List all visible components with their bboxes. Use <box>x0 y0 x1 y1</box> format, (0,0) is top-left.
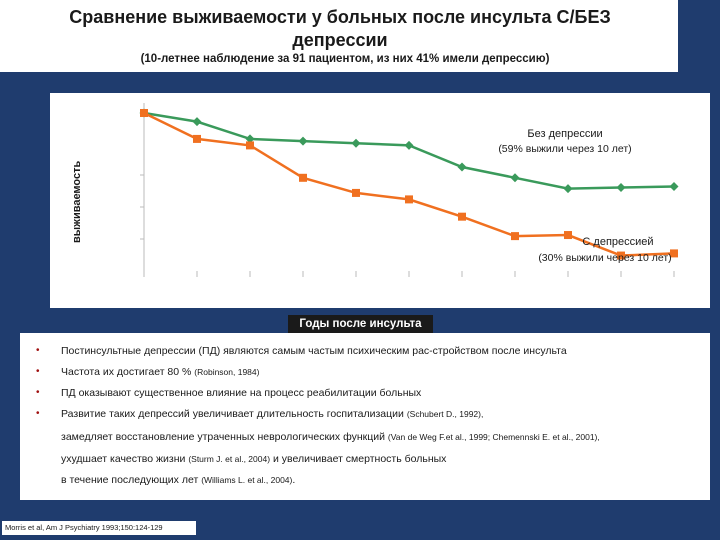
data-point <box>457 162 467 172</box>
data-point <box>458 212 466 221</box>
data-point <box>351 138 361 148</box>
data-point <box>670 249 678 258</box>
continuation-text: в течение последующих лет <box>61 474 202 486</box>
data-point <box>563 184 573 194</box>
x-axis-label: Годы после инсульта <box>288 315 433 333</box>
bullet-ref: (Robinson, 1984) <box>194 367 260 377</box>
continuation-text: замедляет восстановление утраченных невр… <box>61 431 388 443</box>
continuation-text: ухудшает качество жизни <box>61 453 189 465</box>
data-point <box>404 140 414 150</box>
series-name-label: Без депрессии <box>527 128 602 140</box>
survival-chart: выживаемость Без депрессии (59% выжили чер… <box>71 103 679 277</box>
data-point <box>352 188 360 197</box>
bullet-text: Частота их достигает 80 % <box>61 366 195 378</box>
bullet-marker: • <box>36 345 40 356</box>
bullet-marker: • <box>36 366 40 377</box>
data-point <box>564 231 572 240</box>
data-point <box>245 134 255 144</box>
bullets-panel: • Постинсультные депрессии (ПД) являются… <box>20 333 710 500</box>
data-point <box>140 109 148 117</box>
bullet-marker: • <box>36 408 40 419</box>
continuation-ref: (Van de Weg F.et al., 1999; Chemennski E… <box>387 432 600 442</box>
continuation-ref: (Sturm J. et al., 2004) <box>188 454 271 464</box>
bullet-ref: (Schubert D., 1992), <box>406 409 484 419</box>
data-point <box>246 141 254 150</box>
bullet-continuation: замедляет восстановление утраченных невр… <box>61 430 711 444</box>
bullet-text: Постинсультные депрессии (ПД) являются с… <box>61 345 567 357</box>
data-point <box>669 181 679 191</box>
continuation-text: и увеличивает смертность больных <box>270 453 447 465</box>
data-point <box>298 136 308 146</box>
bullet-continuation: ухудшает качество жизни (Sturm J. et al.… <box>61 452 711 466</box>
series-annotation: (30% выжили через 10 лет) <box>538 252 671 264</box>
data-point <box>193 134 201 143</box>
continuation-ref: (Williams L. et al., 2004) <box>201 475 293 485</box>
series-name-label: С депрессией <box>582 236 653 248</box>
data-point <box>299 173 307 182</box>
data-point <box>510 173 520 183</box>
continuation-text: . <box>292 474 296 486</box>
page-title: Сравнение выживаемости у больных после и… <box>69 7 611 50</box>
data-point <box>616 183 626 193</box>
data-point <box>192 117 202 127</box>
data-point <box>511 232 519 241</box>
chart-panel: выживаемость Без депрессии (59% выжили чер… <box>50 93 710 308</box>
source-citation: Morris et al, Am J Psychiatry 1993;150:1… <box>2 521 196 535</box>
header-band <box>0 0 678 72</box>
bullet-text: ПД оказывают существенное влияние на про… <box>61 387 422 399</box>
bullet-continuation: в течение последующих лет (Williams L. e… <box>61 473 711 487</box>
data-point <box>617 251 625 260</box>
bullet-marker: • <box>36 387 40 398</box>
data-point <box>405 195 413 204</box>
bullet-text: Развитие таких депрессий увеличивает дли… <box>61 408 407 420</box>
series-annotation: (59% выжили через 10 лет) <box>498 143 631 155</box>
page-subtitle: (10-летнее наблюдение за 91 пациентом, и… <box>140 53 550 65</box>
y-axis-label: выживаемость <box>71 161 83 243</box>
